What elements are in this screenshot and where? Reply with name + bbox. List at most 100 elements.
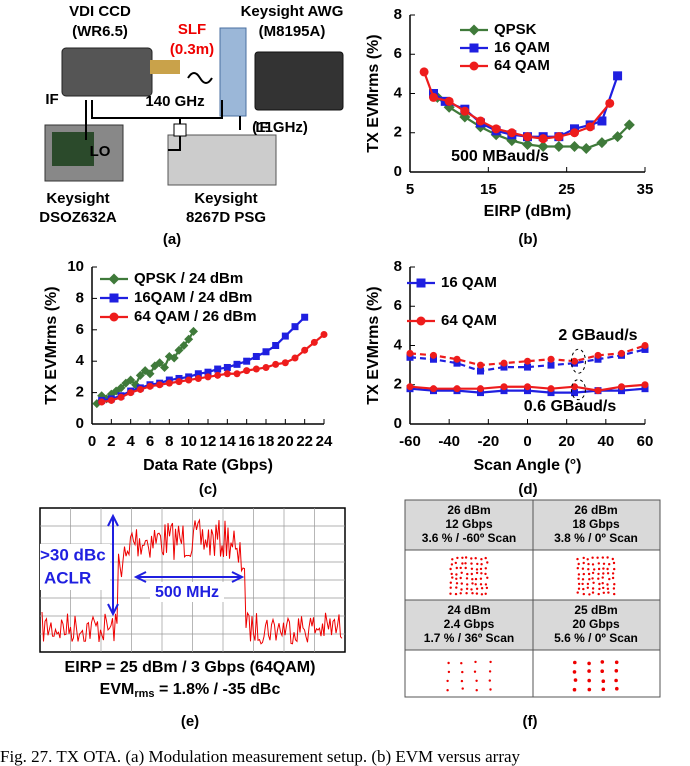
constellation-point: [582, 561, 585, 565]
constellation-point: [582, 572, 585, 576]
constellation-point: [470, 567, 474, 570]
constellation-point: [473, 670, 477, 673]
cell-text: 5.6 % / 0º Scan: [554, 631, 638, 645]
cell-text: 20 Gbps: [572, 617, 620, 631]
y-tick-label: 0: [394, 163, 402, 180]
constellation-point: [591, 571, 595, 575]
constellation-point: [474, 557, 477, 560]
wave: [187, 72, 213, 84]
series-line: [101, 316, 306, 402]
marker: [145, 369, 155, 379]
constellation-point: [447, 670, 451, 674]
constellation-point: [474, 583, 477, 586]
marker: [547, 385, 555, 393]
legend-marker: [416, 278, 426, 288]
highlight-ring: [570, 379, 586, 401]
constellation-point: [486, 576, 489, 579]
legend-label: 64 QAM: [441, 312, 497, 329]
constellation-point: [581, 567, 585, 570]
marker: [547, 355, 555, 363]
marker: [538, 134, 548, 144]
marker: [596, 137, 608, 149]
x-tick-label: 40: [597, 433, 614, 450]
constellation-point: [475, 689, 478, 692]
y-axis-label: TX EVMrms (%): [365, 286, 382, 404]
constellation-point: [602, 572, 605, 575]
setup-label: DSOZ632A: [39, 209, 117, 226]
marker: [185, 376, 193, 384]
x-tick-label: 4: [126, 433, 135, 450]
constellation-point: [461, 670, 464, 674]
marker: [165, 379, 173, 387]
constellation-point: [587, 568, 590, 571]
constellation-point: [480, 572, 483, 575]
constellation-point: [455, 573, 458, 576]
constellation-point: [577, 573, 581, 576]
setup-label: SLF: [178, 21, 206, 38]
annotation: ACLR: [44, 568, 91, 587]
setup-label: (0.3m): [170, 41, 214, 58]
marker: [491, 124, 501, 134]
marker: [194, 370, 202, 378]
x-tick-label: -60: [399, 433, 421, 450]
marker: [453, 359, 461, 367]
setup-label: (WR6.5): [72, 23, 128, 40]
setup-label: LO: [90, 143, 111, 160]
constellation-point: [601, 556, 604, 559]
marker: [570, 128, 579, 138]
marker: [453, 355, 461, 363]
constellation-point: [455, 577, 458, 580]
constellation-point: [484, 567, 487, 570]
y-tick-label: 6: [394, 45, 402, 62]
marker: [524, 387, 531, 395]
cell-header: [533, 600, 660, 650]
y-tick-label: 2: [394, 124, 402, 141]
y-tick-label: 2: [76, 384, 84, 401]
vdi-module: [61, 47, 153, 97]
constellation-point: [600, 669, 604, 673]
marker: [571, 357, 578, 365]
x-tick-label: 22: [296, 433, 313, 450]
constellation-point: [576, 591, 579, 594]
constellation-point: [614, 678, 618, 683]
panel-label: (a): [163, 231, 181, 248]
setup-diagram: [44, 27, 344, 186]
constellation-point: [461, 687, 464, 690]
panel-label: (e): [181, 713, 199, 730]
y-tick-label: 4: [394, 84, 403, 101]
marker: [553, 140, 565, 152]
constellation-point: [464, 566, 467, 570]
marker: [252, 352, 260, 360]
legend-marker: [108, 273, 120, 285]
cell-text: 18 Gbps: [572, 517, 620, 531]
caption-line: EIRP = 25 dBm / 3 Gbps (64QAM): [65, 659, 316, 676]
constellation-point: [470, 557, 473, 560]
x-tick-label: 0: [88, 433, 96, 450]
marker: [430, 355, 437, 363]
marker: [580, 142, 592, 154]
marker: [169, 353, 179, 363]
constellation-point: [479, 577, 483, 580]
legend-marker: [109, 293, 119, 303]
y-tick-label: 4: [76, 352, 85, 369]
caption-line: EVMrms = 1.8% / -35 dBc: [100, 681, 281, 700]
marker: [272, 360, 280, 368]
x-axis-label: EIRP (dBm): [484, 203, 572, 220]
marker: [500, 363, 508, 371]
marker: [174, 345, 184, 355]
constellation-point: [576, 567, 579, 570]
marker: [547, 361, 555, 369]
setup-label: Keysight: [46, 190, 109, 207]
marker: [522, 139, 533, 151]
y-tick-label: 8: [394, 6, 402, 23]
antenna-array: [219, 27, 247, 117]
marker: [406, 349, 414, 357]
constellation-point: [587, 687, 592, 692]
marker: [430, 385, 437, 393]
constellation-point: [614, 669, 619, 673]
constellation-point: [582, 592, 585, 596]
x-tick-label: 14: [219, 433, 236, 450]
marker: [605, 98, 615, 108]
x-tick-label: 8: [165, 433, 173, 450]
marker: [537, 140, 549, 152]
